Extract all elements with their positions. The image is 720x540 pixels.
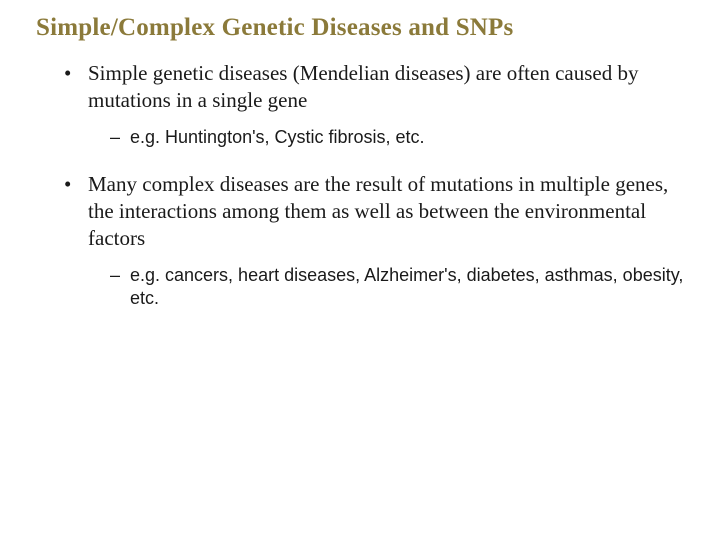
sub-bullet-list: e.g. cancers, heart diseases, Alzheimer'… [88,264,690,311]
bullet-list: Simple genetic diseases (Mendelian disea… [30,60,690,311]
bullet-item: Many complex diseases are the result of … [64,171,690,310]
bullet-item: Simple genetic diseases (Mendelian disea… [64,60,690,149]
sub-bullet-item: e.g. Huntington's, Cystic fibrosis, etc. [110,126,690,149]
bullet-text: Many complex diseases are the result of … [88,172,668,250]
sub-bullet-text: e.g. cancers, heart diseases, Alzheimer'… [130,265,683,308]
slide-title: Simple/Complex Genetic Diseases and SNPs [36,14,690,42]
slide: Simple/Complex Genetic Diseases and SNPs… [0,0,720,540]
sub-bullet-text: e.g. Huntington's, Cystic fibrosis, etc. [130,127,425,147]
sub-bullet-list: e.g. Huntington's, Cystic fibrosis, etc. [88,126,690,149]
sub-bullet-item: e.g. cancers, heart diseases, Alzheimer'… [110,264,690,311]
bullet-text: Simple genetic diseases (Mendelian disea… [88,61,638,112]
